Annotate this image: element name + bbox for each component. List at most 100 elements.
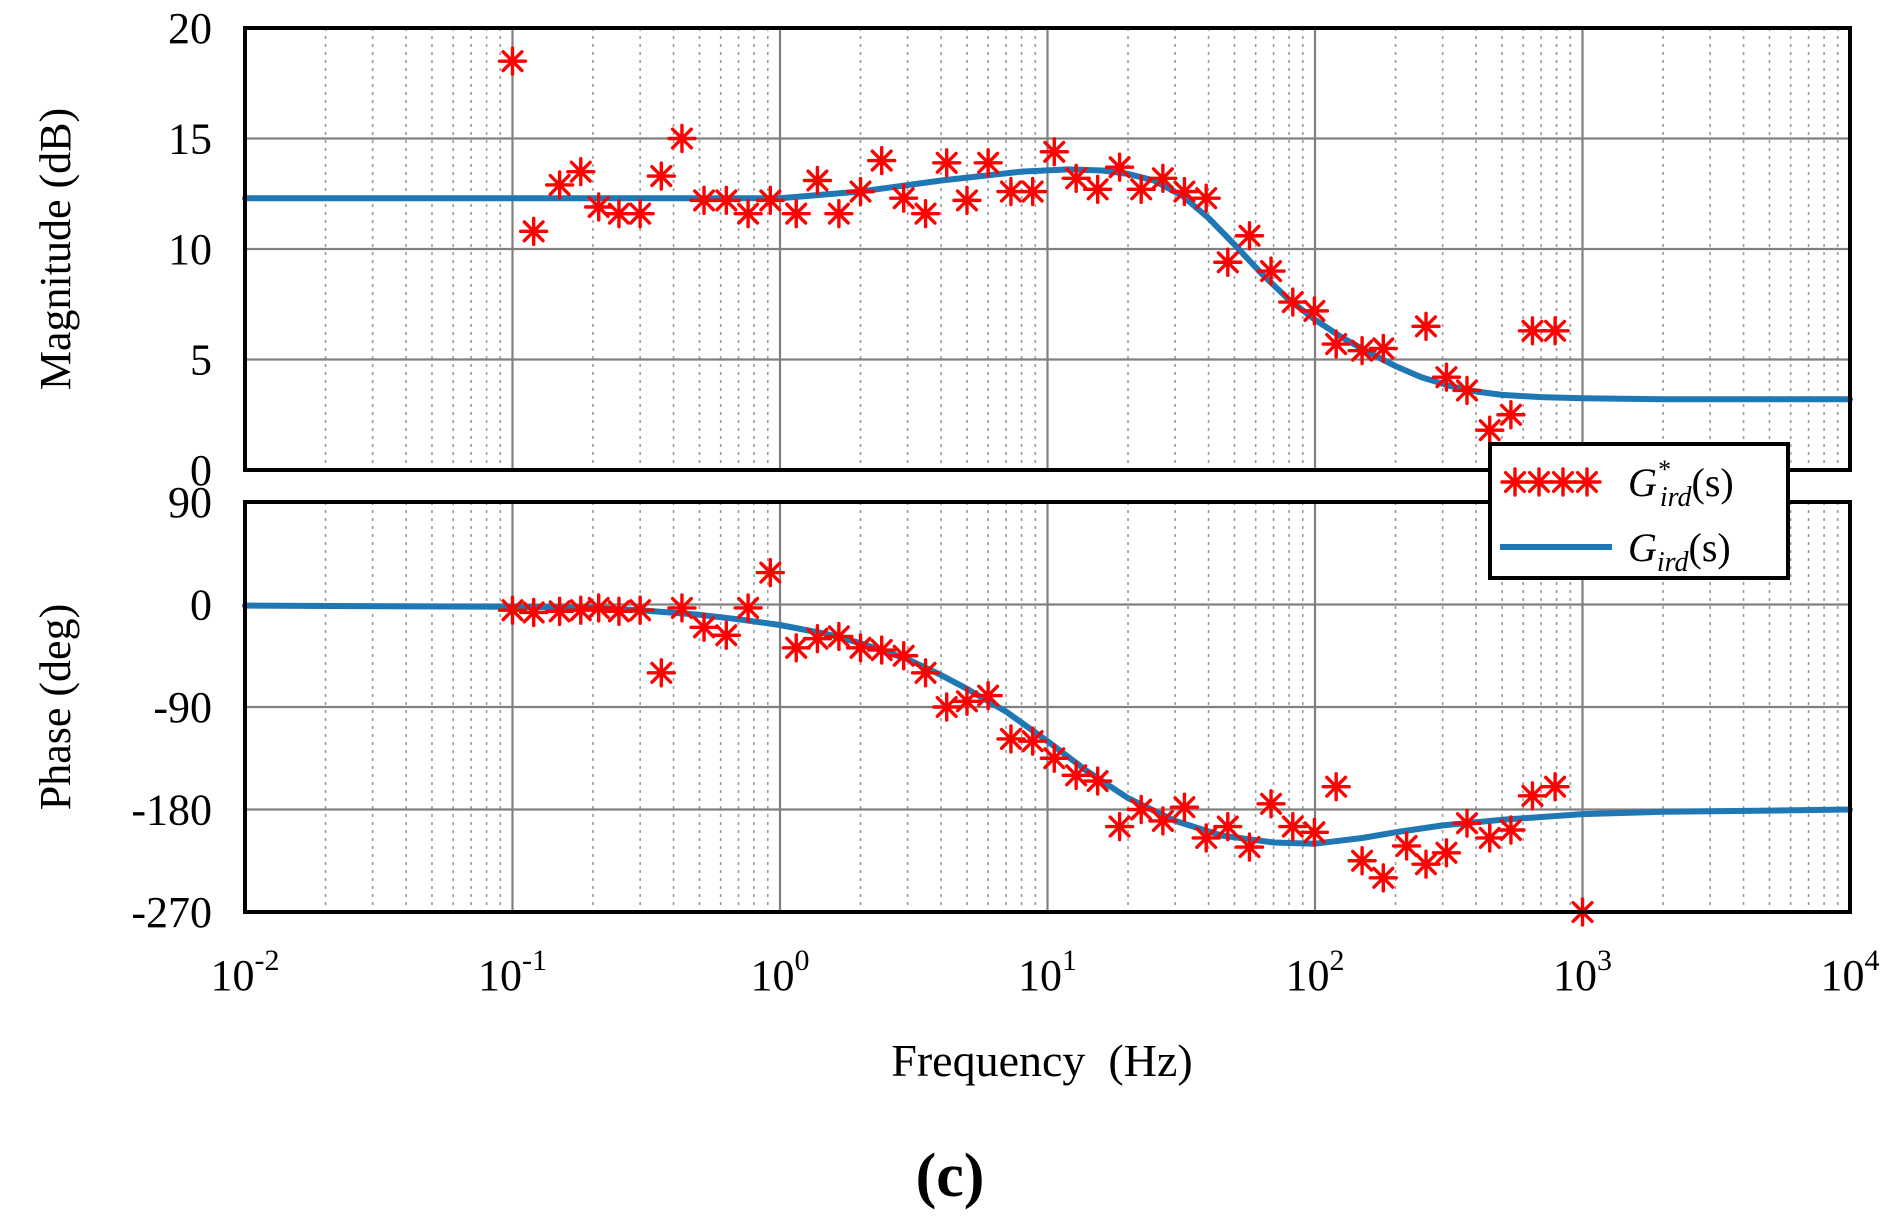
ph-measured-point [1061,760,1091,791]
mag-measured-point [497,46,528,76]
ph-measured-point [824,621,854,652]
mag-measured-point [845,176,876,207]
mag-measured-point [932,148,962,178]
mag-measured-point [646,161,677,191]
mag-measured-point [1039,137,1069,167]
legend-measured-marker [1548,467,1578,497]
ph-measured-point [932,692,962,722]
mag-measured-point [1017,176,1048,207]
x-tick-label: 101 [1018,944,1077,1000]
mag-measured-point [583,192,614,222]
ph-measured-point [544,596,575,627]
mag-measured-point [1169,176,1200,207]
mag-measured-point [1148,163,1178,193]
ph-measured-point [1517,781,1548,811]
magnitude-model-layer [242,166,1853,403]
x-tick-label: 104 [1821,944,1880,1000]
ph-measured-point [497,595,528,625]
phase-panel: 90 0 -90 -180 -270 Phase (deg) [31,478,1853,937]
ph-measured-point [1191,823,1221,853]
ph-measured-point [583,593,614,623]
y-tick-label: -270 [131,888,212,937]
ph-measured-point [689,612,719,642]
mag-measured-point [1213,247,1243,277]
x-axis-label: Frequency (Hz) [891,1035,1192,1086]
y-tick-label: -180 [131,786,212,835]
ph-measured-point [1391,831,1422,861]
ph-measured-point [781,633,811,663]
mag-model-line [242,166,1853,403]
mag-measured-point [910,198,941,229]
x-tick-labels: 10-2 10-1 100 101 102 103 104 [211,944,1880,1000]
mag-measured-point [1278,287,1308,317]
magnitude-ytick-labels: 20 15 10 5 0 [168,4,212,495]
mag-measured-point [689,185,719,216]
legend-entries: G* ird(s) Gird(s) [1500,455,1734,578]
mag-measured-point [888,183,919,213]
ph-measured-point [845,633,876,663]
ph-measured-point [625,595,655,625]
y-tick-label: 90 [168,478,212,527]
ph-measured-point [1411,849,1441,879]
legend: G* ird(s) Gird(s) [1488,442,1790,580]
mag-measured-point [1299,296,1330,326]
legend-measured-marker [1524,467,1554,497]
legend-box [1488,442,1790,580]
ph-measured-point [667,593,697,623]
mag-measured-point [1452,375,1482,406]
magnitude-axes-frame [243,26,1852,472]
x-tick-label: 102 [1286,944,1345,1000]
mag-measured-point [996,176,1026,207]
ph-measured-point [1039,743,1069,773]
ph-measured-point [1496,815,1526,845]
ph-measured-point [711,620,742,650]
x-tick-label: 10-2 [211,944,280,1000]
magnitude-grid [243,28,1852,470]
x-tick-label: 103 [1553,944,1612,1000]
ph-measured-point [1452,808,1482,838]
ph-measured-point [1256,789,1286,819]
ph-measured-point [1234,832,1265,862]
ph-measured-point [1104,811,1135,842]
ph-measured-point [996,724,1026,754]
phase-ylabel: Phase (deg) [31,604,80,811]
mag-measured-point [1475,415,1505,445]
ph-measured-point [1213,811,1243,842]
mag-measured-point [544,170,575,200]
ph-measured-point [604,596,634,627]
mag-measured-point [952,185,982,216]
ph-measured-point [1475,823,1505,853]
mag-measured-point [1191,183,1221,213]
ph-measured-point [566,595,596,625]
legend-label: Gird(s) [1628,525,1731,578]
y-tick-label: 15 [168,115,212,164]
mag-measured-point [604,198,634,229]
phase-measured-layer [497,557,1598,927]
magnitude-ylabel: Magnitude (dB) [31,108,80,390]
x-tick-label: 10-1 [478,944,547,1000]
mag-measured-point [973,148,1003,178]
ph-measured-point [733,593,763,623]
mag-measured-point [667,123,697,154]
mag-measured-point [1540,316,1570,346]
ph-measured-point [1126,794,1156,825]
mag-measured-point [711,185,742,216]
y-tick-label: 0 [190,581,212,630]
mag-measured-point [824,198,854,229]
magnitude-panel: 20 15 10 5 0 Magnitude (dB) [31,4,1853,495]
magnitude-measured-layer [497,46,1570,445]
mag-measured-point [1061,163,1091,193]
ph-measured-point [755,557,786,588]
ph-measured-point [1148,806,1178,836]
mag-measured-point [1082,174,1113,205]
ph-measured-point [1017,726,1048,756]
ph-measured-point [1321,772,1351,802]
phase-axes-frame [243,500,1852,914]
y-tick-label: 0 [190,446,212,495]
mag-measured-point [733,198,763,229]
mag-measured-point [802,165,833,196]
mag-measured-point [1517,316,1548,346]
ph-measured-point [1431,838,1462,868]
mag-measured-point [1347,335,1377,366]
